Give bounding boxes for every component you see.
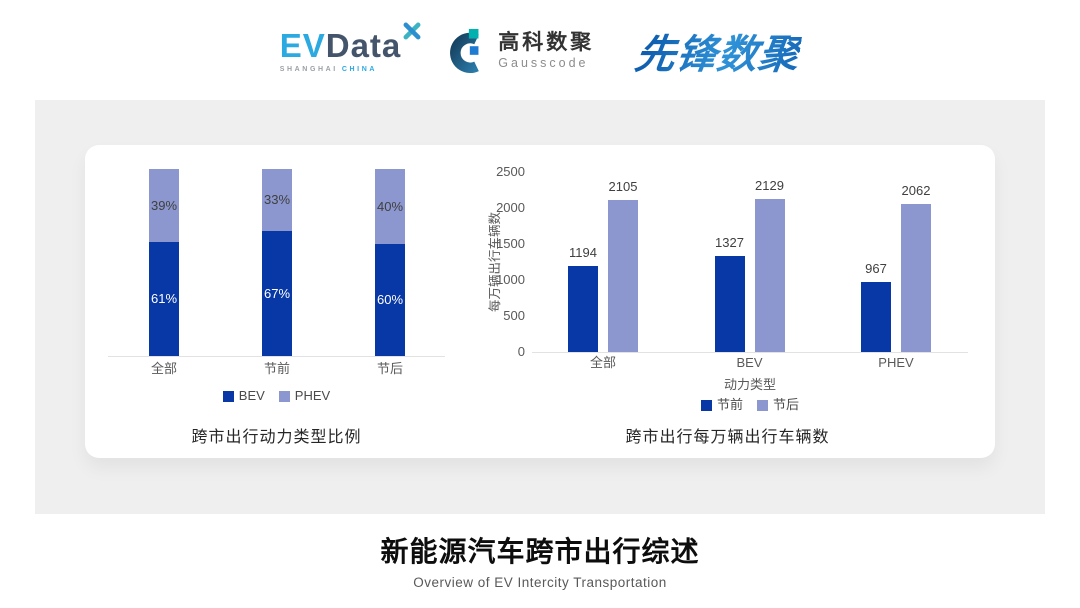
y-tick-label: 500 (503, 308, 525, 323)
value-label: 2105 (608, 179, 638, 195)
chart-legend: 节前 节后 (532, 397, 968, 413)
chart-title: 跨市出行动力类型比例 (191, 429, 362, 446)
bar-segment-phev: 39% (149, 169, 179, 242)
legend-swatch (278, 390, 290, 402)
value-label: 967 (865, 261, 887, 277)
x-axis-line (532, 352, 968, 353)
bar-节前-PHEV (861, 282, 891, 352)
legend-label: 节后 (773, 397, 800, 412)
power-type-ratio-chart: 61% 39% 全部 67% 33% 节前 60% 40% 节后 BEV PHEV 跨市出行动力类型比… (108, 145, 445, 458)
evdata-tagline-china: CHINA (341, 66, 378, 73)
x-axis-label: 动力类型 (723, 377, 776, 392)
value-label: 2129 (755, 177, 784, 193)
x-axis-line (108, 356, 445, 357)
bar-segment-bev: 61% (149, 241, 179, 356)
y-tick-label: 0 (517, 344, 525, 359)
gausscode-logo: 高科数聚 Gausscode (443, 28, 594, 74)
trips-per-10k-chart: 0 500 1000 1500 2000 2500 每万辆出行车辆数 1194 1327 967 2… (480, 145, 975, 458)
evdata-tagline: SHANGHAI CHINA (280, 66, 377, 73)
legend-swatch (222, 390, 234, 402)
evdata-logo: EVData SHANGHAI CHINA (279, 22, 421, 73)
footer: 新能源汽车跨市出行综述 Overview of EV Intercity Tra… (0, 514, 1080, 590)
gausscode-cn-text: 高科数聚 (498, 31, 595, 54)
legend-item: BEV (222, 388, 265, 404)
bar-segment-phev: 40% (375, 169, 405, 244)
bar-segment-bev: 60% (375, 243, 405, 356)
legend-label: PHEV (294, 388, 331, 403)
bar-节后-PHEV (901, 203, 931, 352)
page-title: 新能源汽车跨市出行综述 (380, 536, 700, 567)
evdata-wordmark: EVData (279, 22, 421, 64)
value-label: 1327 (715, 235, 744, 251)
category-label: 全部 (150, 361, 177, 376)
legend-label: 节前 (716, 397, 743, 412)
chart-legend: BEV PHEV (108, 388, 445, 404)
y-tick-label: 1000 (496, 272, 525, 287)
y-tick-label: 1500 (496, 236, 525, 251)
evdata-ev-text: EV (279, 27, 326, 64)
pioneer-wordmark: 先锋数聚 (632, 22, 804, 80)
legend-swatch (700, 399, 712, 411)
value-label: 2062 (901, 182, 931, 198)
legend-label: BEV (238, 388, 265, 403)
legend-swatch (757, 399, 768, 411)
y-axis-label: 每万辆出行车辆数 (488, 212, 502, 313)
y-tick-label: 2500 (496, 164, 525, 179)
legend-item: PHEV (278, 388, 331, 404)
bar-segment-bev: 67% (262, 230, 292, 356)
evdata-propeller-icon (403, 22, 421, 40)
bar-节前-全部 (568, 266, 598, 352)
bar-节后-BEV (754, 198, 785, 352)
value-label: 1194 (569, 245, 597, 261)
content-band: 61% 39% 全部 67% 33% 节前 60% 40% 节后 BEV PHEV 跨市出行动力类型比… (35, 100, 1045, 514)
bar-节前-BEV (714, 256, 745, 352)
evdata-data-text: Data (325, 27, 402, 64)
page-subtitle: Overview of EV Intercity Transportation (413, 575, 667, 590)
category-label: 全部 (589, 355, 616, 370)
gausscode-en-text: Gausscode (498, 56, 589, 70)
gausscode-icon (450, 28, 480, 74)
chart-title: 跨市出行每万辆出行车辆数 (625, 429, 830, 446)
category-label: PHEV (878, 355, 914, 370)
legend-item: 节前 (700, 397, 743, 413)
category-label: 节前 (263, 361, 290, 376)
charts-card: 61% 39% 全部 67% 33% 节前 60% 40% 节后 BEV PHEV 跨市出行动力类型比… (85, 145, 995, 458)
bar-segment-phev: 33% (262, 169, 292, 231)
pioneer-logo: 先锋数聚 (633, 22, 803, 80)
y-tick-label: 2000 (496, 200, 525, 215)
category-label: BEV (736, 355, 763, 370)
category-label: 节后 (376, 361, 403, 376)
evdata-tagline-shanghai: SHANGHAI (279, 66, 338, 73)
legend-item: 节后 (757, 397, 799, 413)
bar-节后-全部 (608, 200, 638, 352)
header-logos: EVData SHANGHAI CHINA 高科数聚 Gausscode (0, 0, 1080, 100)
